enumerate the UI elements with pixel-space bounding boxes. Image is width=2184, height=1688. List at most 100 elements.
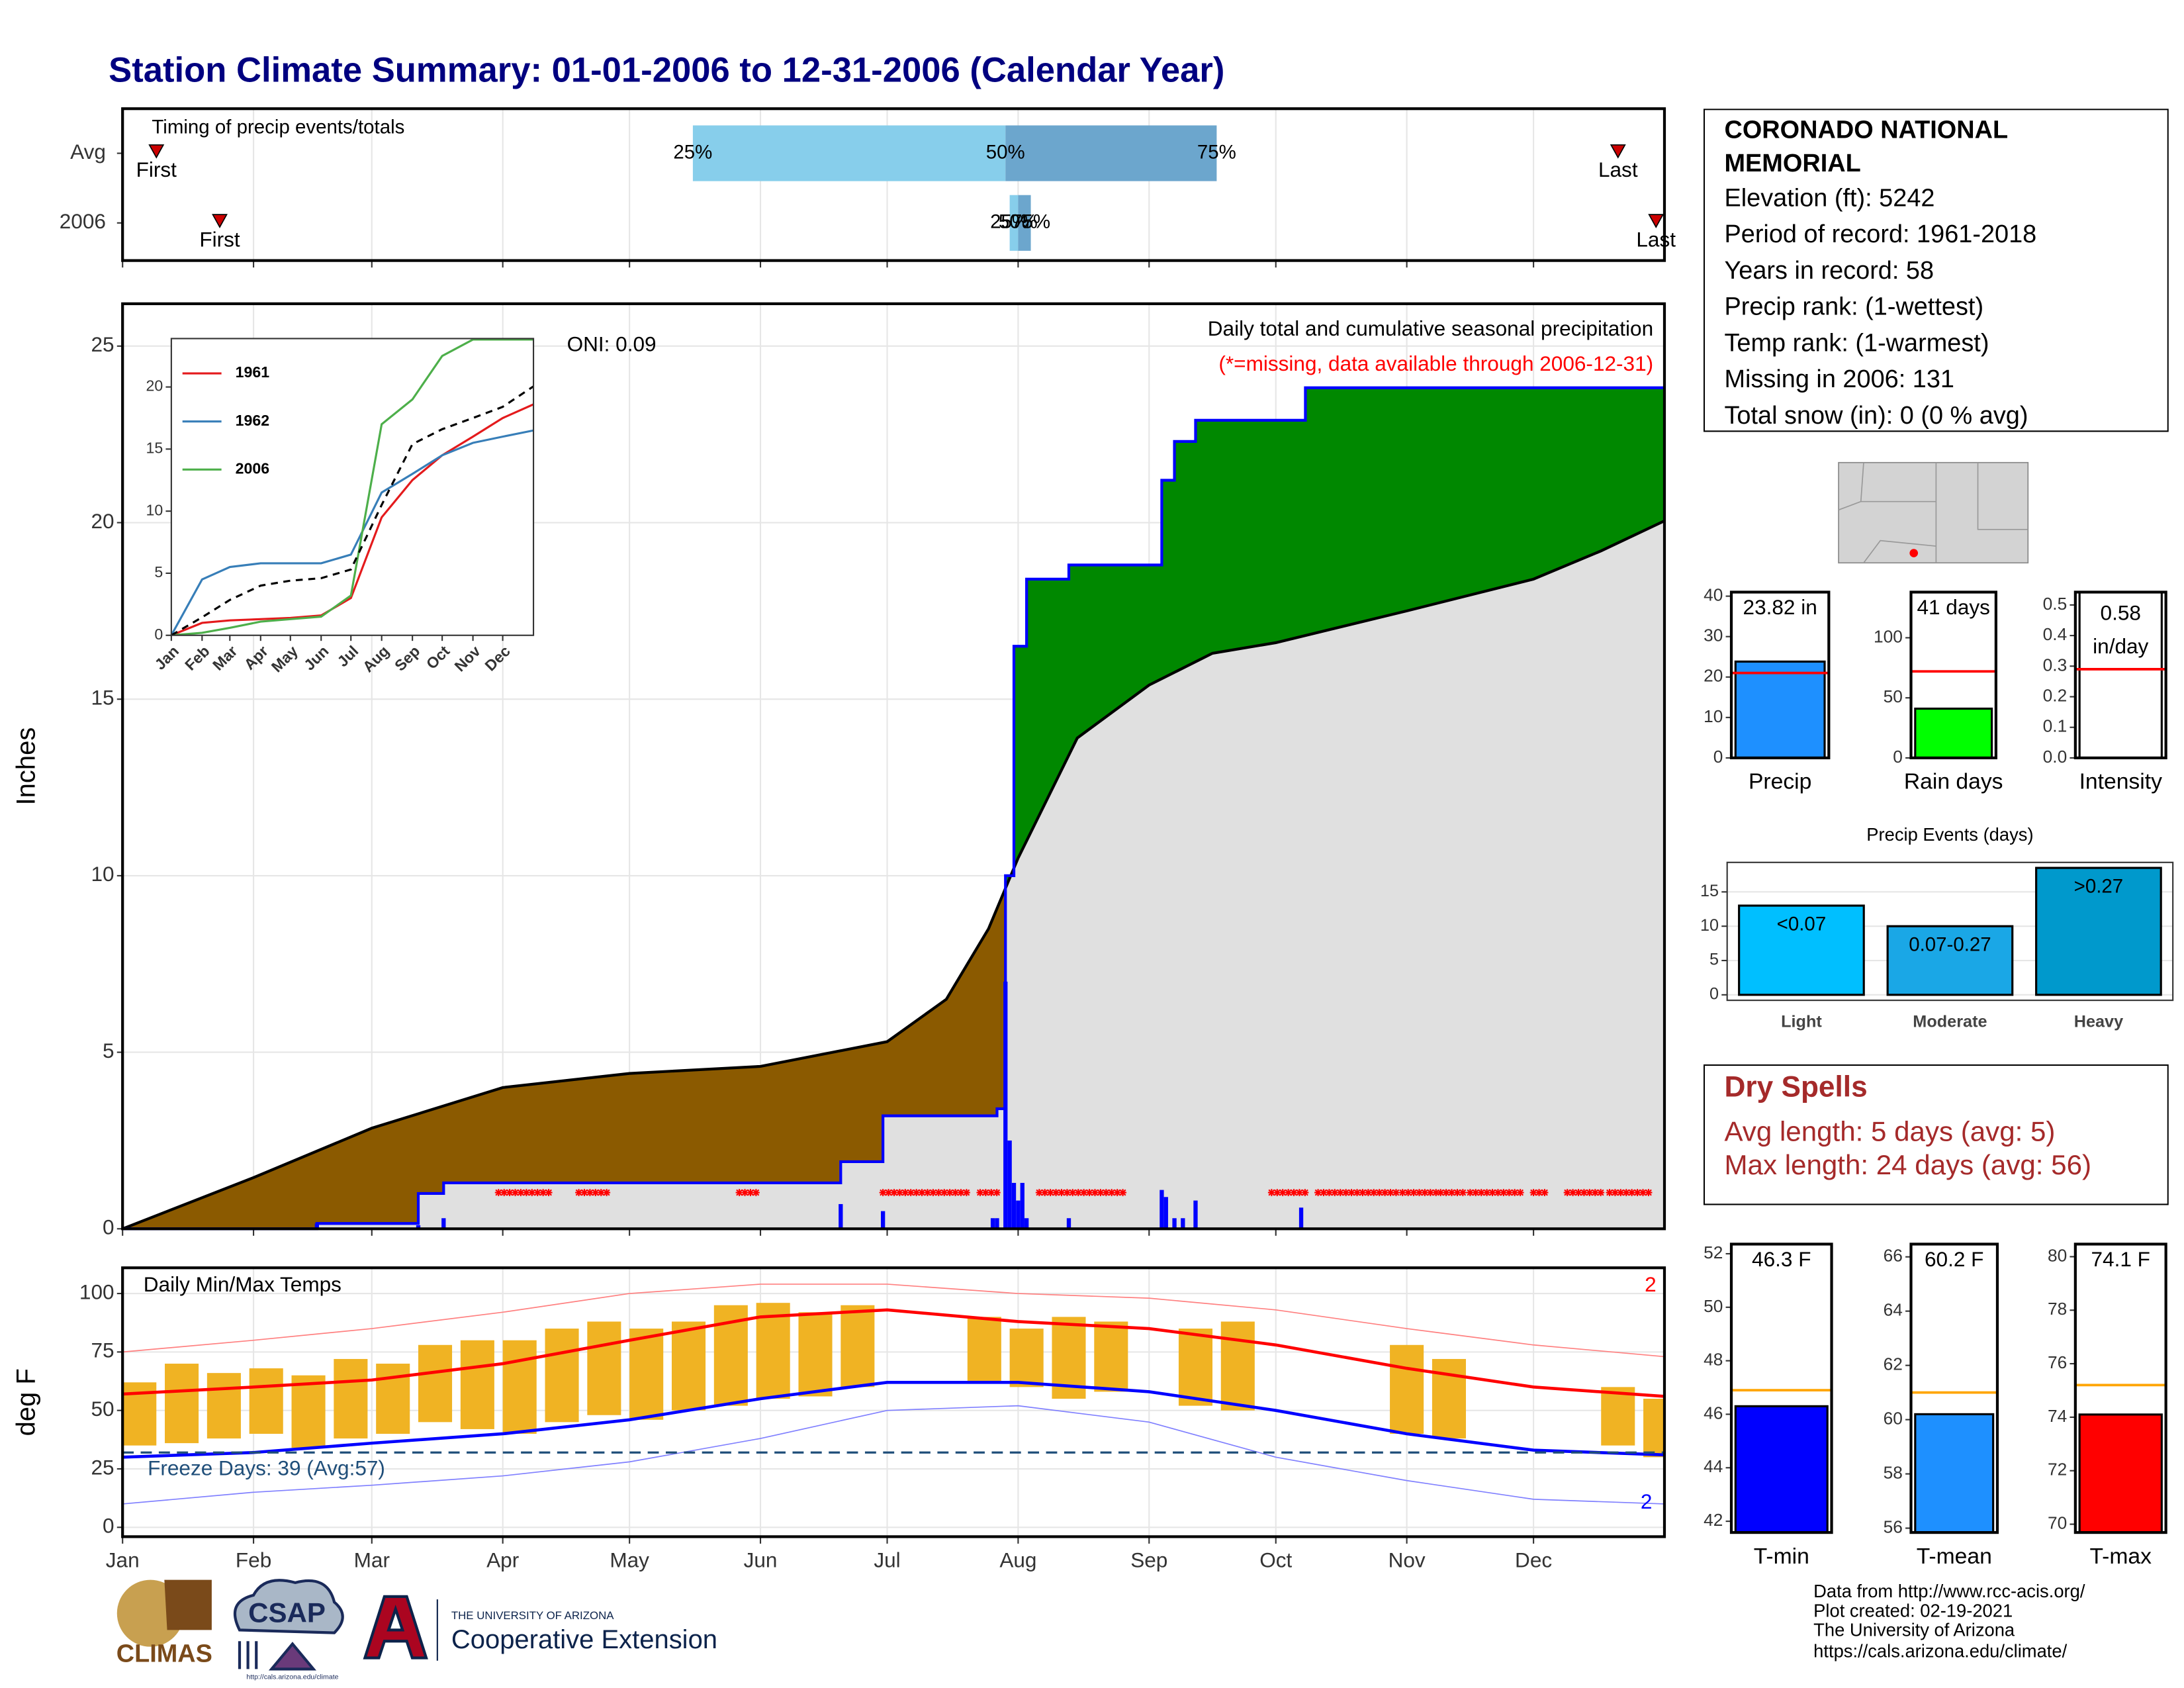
season-line (171, 338, 534, 635)
y-tick-label: 10 (91, 862, 114, 886)
daily-precip-bar (1016, 1200, 1021, 1229)
missing-marks (494, 1189, 553, 1197)
csap-cloud (233, 1579, 344, 1634)
station-info: CORONADO NATIONAL MEMORIAL Elevation (ft… (1703, 109, 2169, 432)
y-tick-label: 76 (2048, 1352, 2067, 1372)
climas-shape (164, 1579, 212, 1630)
missing-marks (1398, 1189, 1440, 1197)
unit-label: in/day (2093, 634, 2148, 658)
footer: Data from http://www.rcc-acis.org/ Plot … (1813, 1581, 2085, 1661)
temp-range-bar (587, 1321, 621, 1415)
y-tick-label: 15 (1700, 882, 1719, 900)
y-tick-label: 50 (1884, 686, 1903, 706)
station-line: Temp rank: (1-warmest) (1724, 328, 1989, 357)
y-tick-label: 20 (146, 377, 163, 395)
daily-precip-bar (1011, 1182, 1017, 1229)
missing-marks (575, 1189, 611, 1197)
quartile-bar (1009, 195, 1019, 251)
percentile-label: 50% (986, 141, 1025, 163)
missing-marks (1466, 1189, 1524, 1197)
x-tick-label: Apr (486, 1548, 519, 1572)
footer-line: The University of Arizona (1813, 1620, 2015, 1640)
y-tick-label: 0 (154, 626, 163, 643)
x-tick-label: Aug (999, 1548, 1036, 1572)
y-tick-label: 62 (1884, 1354, 1903, 1374)
bar-panel: 56 58 60 62 64 66 T-mean 60.2 F (1884, 1243, 1999, 1569)
bar-panel: 0 50 100 Rain days 41 days (1874, 590, 2003, 794)
daily-precip-bar (1298, 1207, 1304, 1229)
y-tick-label: 0.5 (2043, 594, 2068, 614)
bar (1734, 1405, 1829, 1533)
y-tick-label: 0 (1709, 985, 1719, 1004)
category-label: Light (1781, 1012, 1822, 1031)
panel-title: Precip Events (days) (1866, 824, 2033, 845)
temp-range-bar (418, 1344, 453, 1423)
missing-marks (1606, 1189, 1653, 1197)
panel-frame (1729, 1243, 1833, 1534)
y-tick-label: 44 (1704, 1456, 1723, 1476)
category-label: T-max (2089, 1544, 2152, 1569)
daily-precip-bar (880, 1211, 886, 1229)
bar-panel: 42 44 46 48 50 52 T-min 46.3 F (1704, 1243, 1833, 1569)
temp-range-bar (629, 1329, 664, 1420)
csap-url: http://cals.arizona.edu/climate (246, 1673, 338, 1681)
logos: CLIMAS CSAP http://cals.arizona.edu/clim… (116, 1579, 717, 1681)
temp-range-bar (545, 1329, 579, 1423)
daily-precip-bar (1160, 1190, 1164, 1229)
locator-map (1838, 461, 2029, 564)
y-tick-label: 60 (1884, 1409, 1903, 1429)
map-borders (1838, 462, 2028, 563)
temp-range-bar (334, 1358, 368, 1439)
percentile-label: 75% (1197, 141, 1236, 163)
y-tick-label: 40 (1704, 585, 1723, 605)
y-tick-label: 0 (1713, 747, 1723, 767)
station-box: CORONADO NATIONAL MEMORIAL Elevation (ft… (1703, 109, 2169, 432)
season-line (171, 385, 534, 635)
legend-label: 2006 (236, 459, 270, 477)
temp-line (122, 1380, 1664, 1459)
y-tick-label: 25 (91, 332, 114, 356)
temp-range-bar (206, 1373, 241, 1439)
temp-range-bar (967, 1317, 1001, 1383)
x-tick-label: May (610, 1548, 649, 1572)
missing-marks (1437, 1189, 1467, 1197)
temp-range-bar (671, 1321, 706, 1411)
season-line (171, 403, 534, 635)
temp-line (122, 1308, 1664, 1398)
footer-line: https://cals.arizona.edu/climate/ (1813, 1640, 2067, 1661)
y-tick-label: 25 (91, 1455, 114, 1479)
daily-precip-bar (416, 1225, 421, 1229)
panel-frame (1729, 590, 1831, 760)
chart-subtitle: (*=missing, data available through 2006-… (1218, 352, 1653, 375)
y-tick-label: 0 (103, 1215, 114, 1239)
dry-spells-box: Dry Spells Avg length: 5 days (avg: 5) M… (1703, 1064, 2169, 1205)
panel-frame (1909, 1243, 1999, 1534)
row-label: 2006 (60, 209, 106, 233)
bar (2078, 592, 2163, 758)
legend-label: 1962 (236, 412, 269, 429)
x-tick-label: Dec (1515, 1548, 1552, 1572)
y-tick-label: 70 (2048, 1513, 2067, 1533)
daily-precip-bar (1172, 1218, 1177, 1229)
temp-range-bar (841, 1305, 875, 1387)
dry-spells: Dry Spells Avg length: 5 days (avg: 5) M… (1703, 1064, 2169, 1205)
y-tick-label: 0.4 (2043, 624, 2068, 644)
y-tick-label: 80 (2048, 1245, 2067, 1265)
timing-marker (1610, 144, 1626, 159)
bar (2035, 867, 2162, 996)
missing-marks (1314, 1189, 1400, 1197)
temp-range-bar (502, 1340, 537, 1434)
y-tick-label: 74 (2048, 1406, 2067, 1426)
panel-frame (2073, 590, 2167, 760)
temp-range-bar (1009, 1329, 1044, 1387)
percentile-label: 50% (999, 211, 1038, 233)
chart-title: Daily total and cumulative seasonal prec… (1208, 316, 1653, 340)
daily-precip-bar (1066, 1218, 1071, 1229)
record-high-count: 2 (1645, 1272, 1657, 1296)
x-tick-label: Feb (236, 1548, 271, 1572)
dry-spells-title: Dry Spells (1724, 1071, 1868, 1103)
daily-precip-bar (441, 1218, 446, 1229)
temp-range-bar (460, 1340, 494, 1429)
y-tick-label: 10 (146, 501, 163, 518)
